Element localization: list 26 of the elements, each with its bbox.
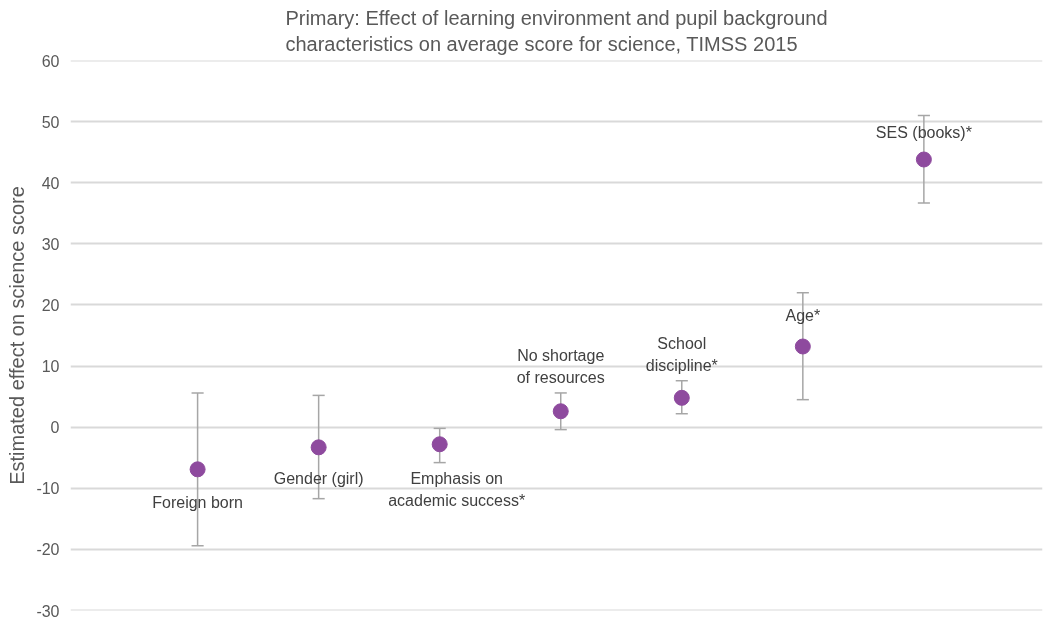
x-tick-label: Emphasis on academic success* xyxy=(388,469,526,509)
y-tick-label: 20 xyxy=(41,296,60,314)
x-tick-label: Foreign born xyxy=(152,493,243,511)
x-tick-label: Gender (girl) xyxy=(273,469,364,487)
x-tick-label: No shortage of resources xyxy=(516,346,605,386)
point xyxy=(189,461,206,478)
x-tick-label: School discipline* xyxy=(645,335,718,375)
y-tick-label: -10 xyxy=(36,480,60,498)
point xyxy=(915,151,932,168)
y-tick-label: 30 xyxy=(41,235,60,253)
y-tick-label: 60 xyxy=(41,52,60,70)
point xyxy=(552,403,569,420)
y-tick-label: 0 xyxy=(50,419,60,437)
x-tick-label: Age* xyxy=(785,307,821,324)
y-tick-label: -30 xyxy=(36,602,60,620)
y-tick-label: 10 xyxy=(41,358,60,376)
y-axis-title: Estimated effect on science score xyxy=(6,186,29,485)
point xyxy=(310,439,327,456)
point xyxy=(673,389,690,406)
y-tick-label: 50 xyxy=(41,113,60,131)
x-tick-label: SES (books)* xyxy=(875,124,972,141)
point xyxy=(431,436,448,453)
y-tick-label: 40 xyxy=(41,174,60,192)
chart-title: Primary: Effect of learning environment and pupil background characteristics on average score for science, TIMSS 2015 xyxy=(285,7,828,56)
point xyxy=(794,338,811,355)
y-tick-label: -20 xyxy=(36,541,60,559)
